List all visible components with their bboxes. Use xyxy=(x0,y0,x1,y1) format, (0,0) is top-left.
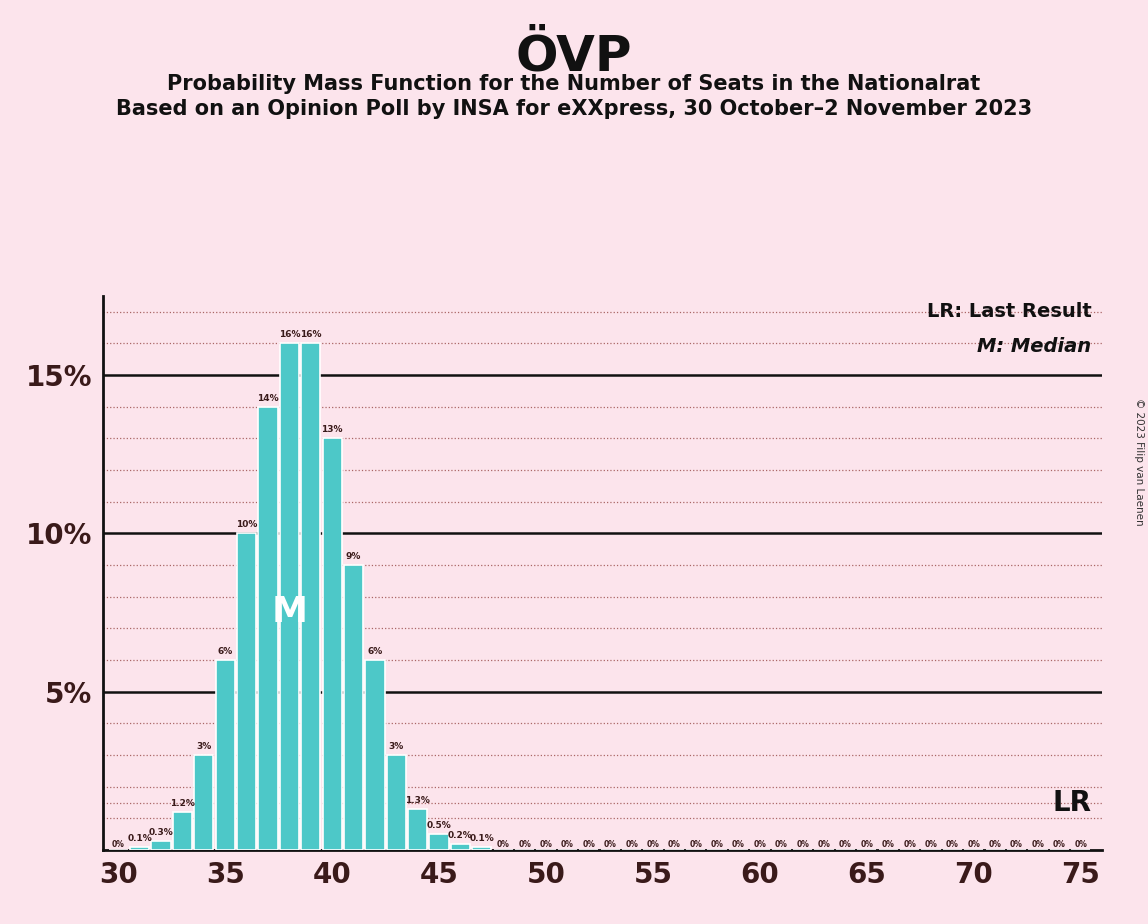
Text: © 2023 Filip van Laenen: © 2023 Filip van Laenen xyxy=(1134,398,1143,526)
Text: 0%: 0% xyxy=(968,840,980,849)
Text: LR: Last Result: LR: Last Result xyxy=(926,302,1092,321)
Text: M: Median: M: Median xyxy=(977,337,1092,356)
Bar xyxy=(323,438,342,850)
Text: 6%: 6% xyxy=(367,647,382,656)
Text: 0%: 0% xyxy=(817,840,830,849)
Text: 0.5%: 0.5% xyxy=(427,821,451,831)
Text: Based on an Opinion Poll by INSA for eXXpress, 30 October–2 November 2023: Based on an Opinion Poll by INSA for eXX… xyxy=(116,99,1032,119)
Text: 0%: 0% xyxy=(1010,840,1023,849)
Text: 0%: 0% xyxy=(775,840,788,849)
Text: 0%: 0% xyxy=(946,840,959,849)
Text: Probability Mass Function for the Number of Seats in the Nationalrat: Probability Mass Function for the Number… xyxy=(168,74,980,94)
Text: 0%: 0% xyxy=(497,840,510,849)
Text: 0.1%: 0.1% xyxy=(127,834,152,843)
Bar xyxy=(429,834,449,850)
Text: 0%: 0% xyxy=(839,840,852,849)
Text: 0%: 0% xyxy=(753,840,767,849)
Text: 0.1%: 0.1% xyxy=(470,834,495,843)
Text: 0%: 0% xyxy=(797,840,809,849)
Bar xyxy=(130,847,149,850)
Text: 0%: 0% xyxy=(1032,840,1045,849)
Bar xyxy=(173,812,192,850)
Bar xyxy=(472,847,491,850)
Text: 0.2%: 0.2% xyxy=(448,831,473,840)
Text: 0%: 0% xyxy=(561,840,574,849)
Text: 1.2%: 1.2% xyxy=(170,799,195,808)
Text: 0%: 0% xyxy=(882,840,894,849)
Text: 0%: 0% xyxy=(518,840,532,849)
Text: 16%: 16% xyxy=(300,331,321,339)
Text: 0%: 0% xyxy=(582,840,595,849)
Text: 0%: 0% xyxy=(711,840,723,849)
Text: 0%: 0% xyxy=(646,840,659,849)
Text: LR: LR xyxy=(1053,788,1092,817)
Bar xyxy=(194,755,214,850)
Text: 0%: 0% xyxy=(860,840,874,849)
Bar xyxy=(258,407,278,850)
Text: M: M xyxy=(271,595,308,629)
Text: 0%: 0% xyxy=(1053,840,1065,849)
Text: 0%: 0% xyxy=(668,840,681,849)
Text: 13%: 13% xyxy=(321,425,343,434)
Text: 0%: 0% xyxy=(626,840,638,849)
Text: 1.3%: 1.3% xyxy=(405,796,430,805)
Text: 0%: 0% xyxy=(732,840,745,849)
Bar xyxy=(365,660,385,850)
Bar xyxy=(408,808,427,850)
Text: 0%: 0% xyxy=(903,840,916,849)
Text: 14%: 14% xyxy=(257,394,279,403)
Text: 0%: 0% xyxy=(988,840,1001,849)
Text: 3%: 3% xyxy=(389,742,404,751)
Bar xyxy=(216,660,235,850)
Bar xyxy=(387,755,406,850)
Text: 0.3%: 0.3% xyxy=(149,828,173,837)
Bar xyxy=(152,841,171,850)
Bar xyxy=(280,343,298,850)
Bar xyxy=(301,343,320,850)
Bar xyxy=(236,533,256,850)
Text: 10%: 10% xyxy=(236,520,257,529)
Text: 0%: 0% xyxy=(1075,840,1087,849)
Text: 0%: 0% xyxy=(689,840,703,849)
Text: 0%: 0% xyxy=(604,840,616,849)
Text: 6%: 6% xyxy=(218,647,233,656)
Bar xyxy=(344,565,363,850)
Text: ÖVP: ÖVP xyxy=(515,32,633,80)
Bar xyxy=(451,844,470,850)
Text: 3%: 3% xyxy=(196,742,211,751)
Text: 0%: 0% xyxy=(540,840,552,849)
Text: 0%: 0% xyxy=(924,840,938,849)
Text: 9%: 9% xyxy=(346,553,362,561)
Text: 16%: 16% xyxy=(279,331,300,339)
Text: 0%: 0% xyxy=(111,840,125,849)
